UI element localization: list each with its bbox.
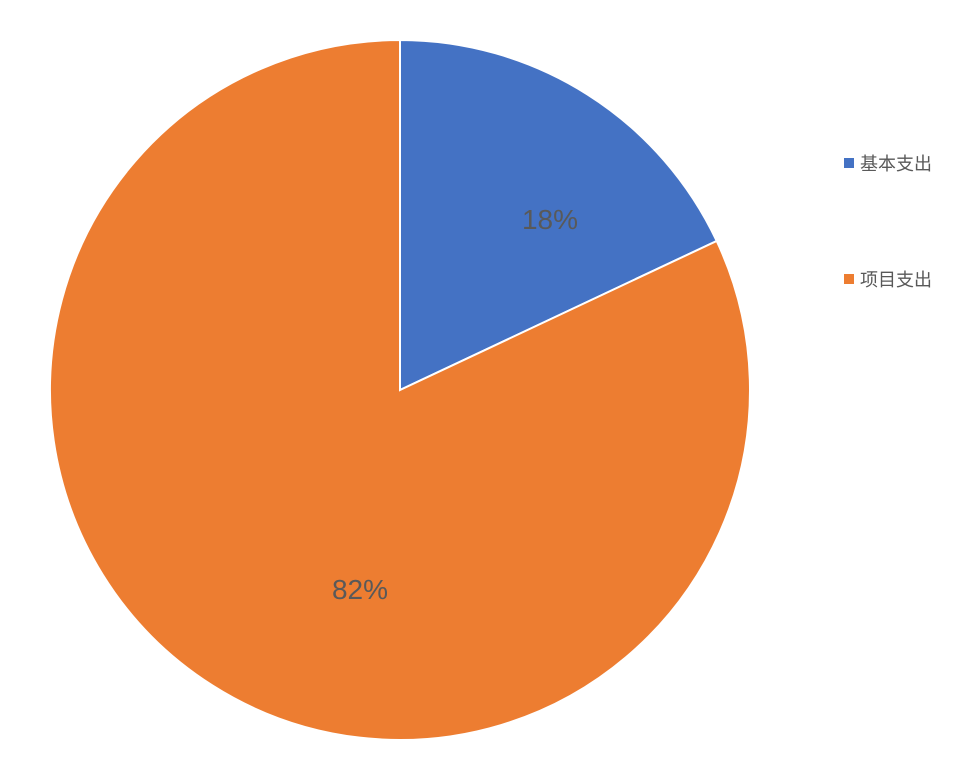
legend: 基本支出 项目支出: [844, 150, 932, 292]
pie-chart: [50, 40, 750, 740]
legend-label-1: 项目支出: [860, 266, 932, 292]
legend-item-1: 项目支出: [844, 266, 932, 292]
slice-label-0: 18%: [522, 204, 578, 236]
pie-wrapper: 18% 82%: [50, 40, 750, 740]
legend-swatch-1: [844, 274, 854, 284]
legend-label-0: 基本支出: [860, 150, 932, 176]
legend-item-0: 基本支出: [844, 150, 932, 176]
legend-swatch-0: [844, 158, 854, 168]
slice-label-1: 82%: [332, 574, 388, 606]
pie-chart-container: 18% 82% 基本支出 项目支出: [0, 0, 962, 779]
